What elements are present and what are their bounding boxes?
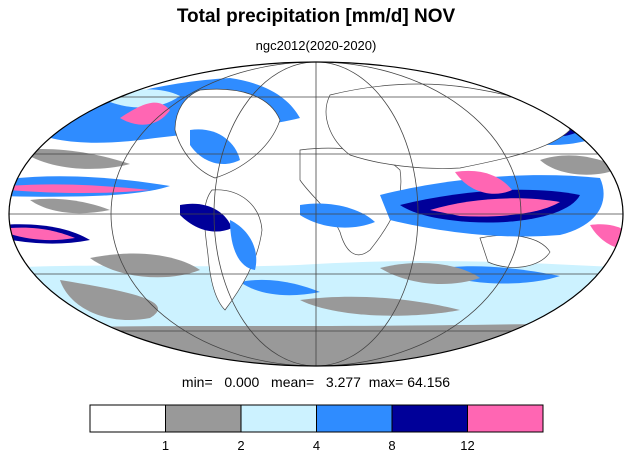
legend-bin xyxy=(467,404,544,433)
legend-bin xyxy=(165,404,242,433)
legend-bin xyxy=(240,404,317,433)
min-label: min= xyxy=(181,374,213,390)
map-field xyxy=(9,62,623,366)
legend-tick-label: 4 xyxy=(313,438,320,453)
max-value: 64.156 xyxy=(407,374,451,390)
map-subtitle: ngc2012(2020-2020) xyxy=(255,38,377,53)
legend-tick-label: 8 xyxy=(388,438,395,453)
mean-label: mean= xyxy=(271,374,315,390)
map-statistics: min= 0.000 mean= 3.277 max= 64.156 xyxy=(0,374,632,390)
legend-bin xyxy=(89,404,166,433)
max-label: max= xyxy=(368,374,404,390)
legend-bin xyxy=(391,404,468,433)
legend-bin xyxy=(316,404,393,433)
legend-tick-label: 1 xyxy=(162,438,169,453)
precipitation-map xyxy=(8,61,624,367)
map-title: Total precipitation [mm/d] NOV xyxy=(176,6,456,27)
legend-tick-label: 2 xyxy=(237,438,244,453)
min-value: 0.000 xyxy=(224,374,260,390)
legend-tick-label: 12 xyxy=(460,438,474,453)
map-boundary xyxy=(8,61,624,367)
mean-value: 3.277 xyxy=(325,374,361,390)
